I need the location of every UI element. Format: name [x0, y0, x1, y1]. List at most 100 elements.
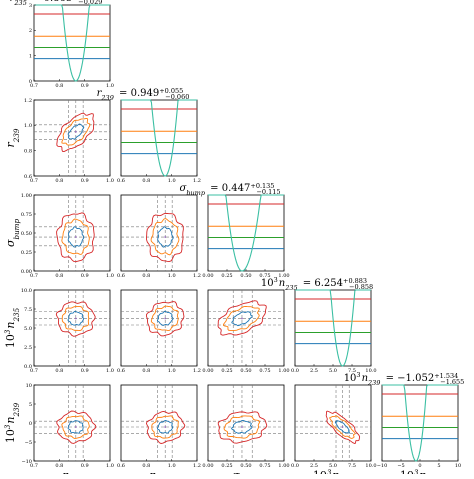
row-label: 103n235: [3, 307, 21, 348]
x-tick-label: 0.75: [259, 463, 270, 469]
x-tick-label: −10: [377, 463, 388, 469]
x-tick-label: 0.50: [240, 273, 251, 279]
panel-frame: [121, 385, 197, 461]
x-tick-label: 0.50: [240, 463, 251, 469]
panel-frame: [208, 195, 284, 271]
col-label: σbump: [232, 469, 260, 474]
title-minus: −1.655: [440, 378, 464, 386]
profile-curve: [208, 195, 284, 271]
x-tick-label: 7.5: [348, 463, 356, 469]
x-tick-label: 0.25: [221, 463, 232, 469]
x-tick-label: 1.00: [278, 368, 289, 374]
x-tick-label: 0.9: [81, 83, 89, 89]
title-label-sup: 3: [356, 371, 360, 379]
y-tick-label: 7.5: [24, 307, 32, 313]
y-tick-label: 2.5: [24, 345, 32, 351]
y-tick-label: 0.50: [21, 231, 32, 237]
col-label-var: n: [419, 469, 426, 474]
best-fit-point: [241, 318, 243, 320]
y-tick-label: 0.00: [21, 269, 32, 275]
x-tick-label: 1.2: [193, 178, 201, 184]
x-tick-label: 0.6: [117, 463, 125, 469]
best-fit-point: [75, 236, 77, 238]
best-fit-point: [75, 131, 77, 133]
y-tick-label: 2: [29, 28, 32, 34]
x-tick-label: 0.50: [240, 368, 251, 374]
panel-frame: [295, 290, 371, 366]
panel-frame: [34, 100, 110, 176]
x-tick-label: 0.75: [259, 368, 270, 374]
profile-curve: [34, 5, 110, 81]
x-tick-label: 0.9: [81, 368, 89, 374]
best-fit-point: [164, 236, 166, 238]
best-fit-point: [241, 426, 243, 428]
x-tick-label: 0.6: [117, 368, 125, 374]
row-label-sub: 239: [12, 402, 21, 417]
best-fit-point: [164, 426, 166, 428]
best-fit-point: [75, 426, 77, 428]
row-label: 103n239: [3, 402, 21, 443]
col-label-base: 10: [400, 469, 414, 474]
x-tick-label: 10: [455, 463, 461, 469]
y-tick-label: 0.8: [24, 148, 32, 154]
x-tick-label: 1.0: [106, 83, 114, 89]
x-tick-label: 0.8: [55, 273, 63, 279]
x-tick-label: 0.00: [202, 273, 213, 279]
x-tick-label: 0.8: [55, 178, 63, 184]
title-value: = 0.949: [116, 88, 159, 99]
title-minus: −0.858: [349, 283, 373, 291]
row-label-sub: 239: [12, 128, 21, 143]
x-tick-label: 0.9: [81, 178, 89, 184]
x-tick-label: 0.6: [117, 178, 125, 184]
y-tick-label: −10: [21, 459, 32, 465]
title-label-sub: 239: [367, 379, 380, 387]
y-tick-label: 0: [29, 79, 32, 85]
y-tick-label: 5.0: [24, 326, 32, 332]
panel-frame: [121, 195, 197, 271]
y-tick-label: 1.2: [24, 98, 32, 104]
title-label-sub: 235: [13, 0, 26, 7]
profile-curve: [295, 290, 371, 366]
col-label-n_239: 103n239: [400, 468, 441, 475]
best-fit-point: [164, 318, 166, 320]
best-fit-point: [342, 426, 344, 428]
row-label-sub: 235: [12, 307, 21, 322]
title-label-sup: 3: [274, 276, 278, 284]
title-label-sub: 239: [100, 94, 113, 102]
x-tick-label: 1.0: [168, 463, 176, 469]
panel-frame: [121, 290, 197, 366]
x-tick-label: 10.0: [365, 463, 376, 469]
title-minus: −0.115: [256, 188, 280, 196]
x-tick-label: 1.0: [106, 273, 114, 279]
col-label-base: r: [63, 469, 69, 474]
panel-frame: [295, 385, 371, 461]
row-label-n_239: 103n239: [3, 402, 21, 443]
row-label: r239: [4, 128, 21, 147]
x-tick-label: 0.6: [117, 273, 125, 279]
col-label-sup: 3: [414, 468, 419, 475]
row-label: σbump: [4, 219, 21, 247]
row-label-sup: 3: [3, 329, 12, 334]
col-label-var: n: [332, 469, 339, 474]
title-label-sub: 235: [284, 284, 297, 292]
x-tick-label: 2.5: [310, 368, 318, 374]
x-tick-label: 1.0: [168, 368, 176, 374]
row-label-sup: 3: [3, 424, 12, 429]
x-tick-label: 0.8: [55, 83, 63, 89]
x-tick-label: 5.0: [329, 368, 337, 374]
title-label-base: 10: [261, 278, 274, 289]
panel-frame: [34, 385, 110, 461]
x-tick-label: 0.25: [221, 273, 232, 279]
y-tick-label: 1.0: [24, 123, 32, 129]
y-tick-label: 0: [29, 421, 32, 427]
profile-curve: [382, 385, 458, 461]
y-tick-label: 5: [29, 402, 32, 408]
